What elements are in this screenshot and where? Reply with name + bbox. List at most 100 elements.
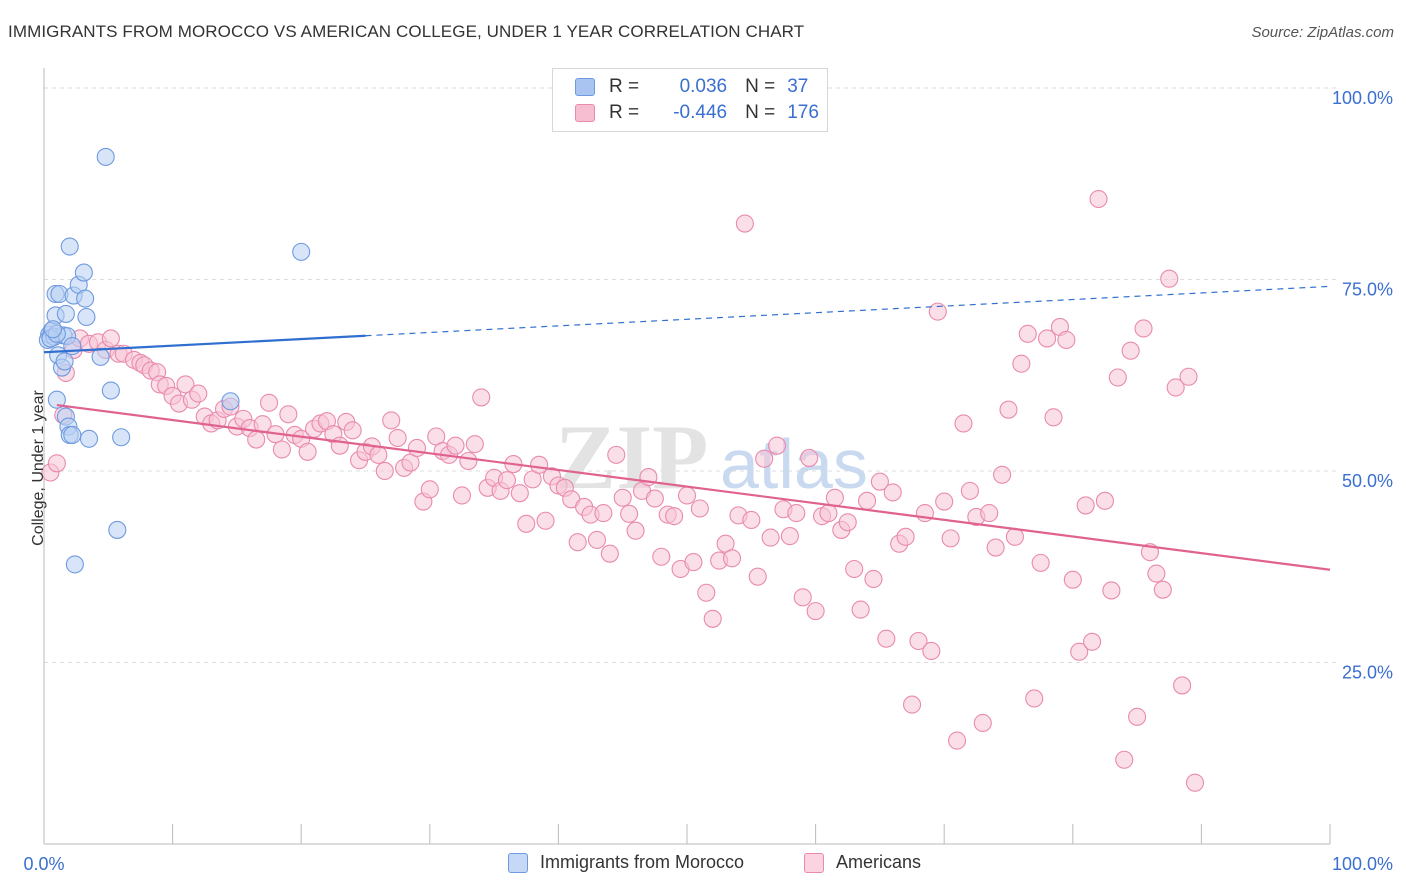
data-point bbox=[902, 695, 922, 714]
data-point bbox=[1012, 354, 1031, 373]
data-point bbox=[690, 499, 709, 518]
data-point bbox=[517, 514, 536, 533]
data-point bbox=[1044, 408, 1063, 427]
data-point bbox=[761, 528, 780, 547]
legend-item-morocco[interactable]: Immigrants from Morocco bbox=[508, 852, 744, 873]
data-point bbox=[176, 375, 195, 394]
legend-n-label: N = bbox=[745, 76, 776, 97]
data-point bbox=[703, 609, 722, 628]
data-point bbox=[101, 381, 120, 400]
data-point bbox=[388, 428, 407, 448]
data-point bbox=[677, 486, 697, 505]
data-point bbox=[279, 405, 298, 424]
y-tick-label: 50.0% bbox=[1342, 471, 1393, 491]
data-point bbox=[272, 440, 291, 459]
data-point bbox=[56, 304, 75, 323]
data-point bbox=[60, 237, 79, 256]
legend-label-americans: Americans bbox=[836, 852, 922, 872]
data-point bbox=[1063, 570, 1082, 589]
legend-row-americans: R = -0.446 N = 176 bbox=[575, 101, 819, 125]
legend-label-morocco: Immigrants from Morocco bbox=[540, 852, 745, 872]
legend-n-value: 176 bbox=[787, 102, 819, 123]
x-tick-label: 0.0% bbox=[23, 854, 64, 874]
y-axis-label: College, Under 1 year bbox=[30, 390, 47, 546]
data-point bbox=[47, 454, 66, 473]
legend-r-value: -0.446 bbox=[673, 102, 728, 123]
data-point bbox=[864, 569, 883, 589]
data-point bbox=[43, 320, 63, 339]
data-point bbox=[626, 521, 645, 540]
data-point bbox=[112, 428, 131, 447]
data-point bbox=[63, 425, 82, 445]
data-point bbox=[1166, 378, 1185, 397]
data-point bbox=[465, 435, 484, 454]
data-point bbox=[787, 504, 806, 523]
legend-swatch-americans bbox=[575, 104, 595, 122]
data-point bbox=[748, 567, 767, 586]
data-point bbox=[1057, 330, 1076, 350]
data-point bbox=[613, 488, 632, 507]
trend-lines bbox=[43, 285, 1331, 571]
data-point bbox=[1031, 553, 1050, 572]
data-point bbox=[1070, 642, 1089, 661]
data-point bbox=[800, 448, 819, 467]
data-point bbox=[883, 483, 902, 502]
data-point bbox=[607, 445, 626, 464]
data-point bbox=[986, 538, 1005, 557]
data-point bbox=[960, 481, 979, 500]
data-point bbox=[1018, 324, 1037, 343]
data-point bbox=[870, 472, 889, 491]
data-point bbox=[755, 449, 774, 468]
data-point bbox=[221, 392, 240, 411]
data-point bbox=[1179, 367, 1198, 386]
y-tick-label: 75.0% bbox=[1342, 280, 1393, 300]
legend-r-value: 0.036 bbox=[679, 76, 728, 97]
data-point bbox=[330, 436, 349, 455]
data-point bbox=[1025, 689, 1044, 708]
data-point bbox=[1128, 707, 1147, 726]
data-point bbox=[594, 504, 613, 523]
trend-line-morocco bbox=[43, 334, 366, 354]
chart-title: IMMIGRANTS FROM MOROCCO VS AMERICAN COLL… bbox=[8, 22, 805, 41]
legend-item-americans[interactable]: Americans bbox=[804, 852, 921, 873]
data-point bbox=[793, 588, 812, 607]
data-point bbox=[459, 451, 478, 471]
data-point bbox=[101, 329, 120, 348]
data-point bbox=[819, 504, 838, 523]
data-point bbox=[825, 488, 844, 507]
data-point bbox=[954, 414, 973, 433]
data-point bbox=[767, 436, 787, 455]
data-point bbox=[697, 583, 716, 602]
data-point bbox=[935, 492, 954, 511]
data-point bbox=[77, 307, 96, 327]
data-point bbox=[510, 484, 529, 503]
data-point bbox=[851, 600, 870, 619]
data-point bbox=[845, 559, 864, 579]
data-point bbox=[722, 549, 742, 568]
data-point bbox=[259, 393, 279, 412]
data-point bbox=[74, 263, 93, 282]
data-point bbox=[298, 442, 317, 461]
data-point bbox=[941, 529, 960, 548]
trend-line-americans bbox=[56, 403, 1331, 571]
data-point bbox=[652, 547, 671, 566]
data-point bbox=[568, 533, 587, 552]
data-point bbox=[909, 631, 928, 651]
chart-source: Source: ZipAtlas.com bbox=[1251, 24, 1394, 41]
data-point bbox=[684, 553, 703, 572]
data-point bbox=[497, 471, 517, 490]
data-point bbox=[1134, 319, 1153, 338]
data-point bbox=[446, 436, 465, 455]
legend-swatch-americans bbox=[804, 852, 824, 873]
data-point bbox=[407, 438, 426, 458]
data-point bbox=[452, 486, 472, 505]
data-point bbox=[375, 461, 394, 481]
watermark: ZIP atlas bbox=[555, 406, 868, 508]
data-point bbox=[999, 400, 1018, 419]
data-point bbox=[980, 504, 999, 523]
axes bbox=[43, 68, 1331, 845]
data-point bbox=[587, 530, 607, 549]
data-point bbox=[838, 513, 857, 532]
data-point bbox=[877, 629, 896, 648]
